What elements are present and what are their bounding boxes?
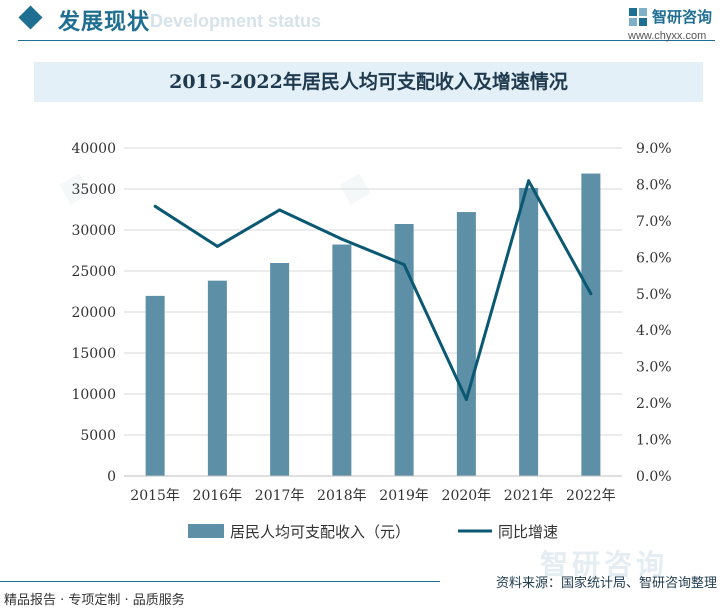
y-left-tick-label: 25000 — [71, 264, 116, 280]
growth-point — [402, 263, 406, 267]
y-left-tick-label: 20000 — [71, 305, 116, 321]
y-left-tick-label: 40000 — [71, 141, 116, 157]
bar — [270, 263, 290, 476]
y-left-tick-label: 5000 — [80, 428, 116, 444]
header: 发展现状 Development status 智研咨询 www.chyxx.c… — [0, 0, 725, 50]
y-right-tick-label: 9.0% — [636, 141, 672, 157]
header-divider — [18, 40, 715, 41]
y-right-tick-label: 1.0% — [636, 433, 672, 449]
growth-point — [527, 179, 531, 183]
bar — [145, 295, 165, 476]
axes: 0 5000 10000 15000 20000 25000 30000 35000 40000… — [71, 141, 671, 504]
section-title: 发展现状 — [58, 10, 151, 35]
legend-bar-label: 居民人均可支配收入（元） — [230, 523, 410, 541]
y-right-tick-label: 7.0% — [636, 214, 672, 230]
chart-title-bar: 2015-2022年居民人均可支配收入及增速情况 — [34, 62, 703, 102]
brand-url[interactable]: www.chyxx.com — [628, 30, 707, 42]
y-right-tick-label: 4.0% — [636, 323, 672, 339]
x-tick-label: 2018年 — [317, 488, 367, 504]
growth-point — [215, 244, 219, 248]
x-tick-label: 2021年 — [504, 488, 554, 504]
data-source: 资料来源：国家统计局、智研咨询整理 — [495, 576, 717, 591]
bar — [581, 173, 601, 477]
growth-line — [154, 179, 593, 401]
bar — [394, 223, 414, 476]
footer-tagline: 精品报告 · 专项定制 · 品质服务 — [4, 593, 185, 608]
y-left-tick-label: 0 — [107, 469, 116, 485]
x-tick-label: 2022年 — [566, 488, 616, 504]
legend: 居民人均可支配收入（元） 同比增速 — [188, 523, 558, 541]
chart-title: 2015-2022年居民人均可支配收入及增速情况 — [169, 71, 568, 93]
y-right-tick-label: 6.0% — [636, 250, 672, 266]
x-tick-label: 2015年 — [130, 488, 180, 504]
y-right-tick-label: 0.0% — [636, 469, 672, 485]
y-left-tick-label: 15000 — [71, 346, 116, 362]
growth-point — [589, 292, 593, 296]
growth-point — [278, 208, 282, 212]
growth-point — [340, 237, 344, 241]
legend-bar-swatch — [188, 524, 224, 538]
x-tick-label: 2019年 — [379, 488, 429, 504]
y-right-tick-label: 2.0% — [636, 396, 672, 412]
brand-name: 智研咨询 — [652, 8, 713, 26]
line-series — [153, 179, 593, 401]
section-subtitle: Development status — [150, 11, 322, 31]
growth-point — [153, 204, 157, 208]
grid-lines — [124, 147, 622, 477]
bar — [207, 280, 227, 476]
y-right-tick-label: 8.0% — [636, 177, 672, 193]
x-tick-label: 2016年 — [193, 488, 243, 504]
x-tick-label: 2020年 — [442, 488, 492, 504]
legend-line-label: 同比增速 — [498, 523, 558, 541]
y-right-tick-label: 5.0% — [636, 287, 672, 303]
x-tick-label: 2017年 — [255, 488, 305, 504]
y-right-tick-label: 3.0% — [636, 360, 672, 376]
bar — [332, 244, 352, 476]
brand-logo-icon — [629, 8, 647, 26]
bar-series — [145, 173, 601, 477]
watermark-brand: 智研咨询 — [540, 548, 669, 581]
y-left-tick-label: 35000 — [71, 182, 116, 198]
y-left-tick-label: 30000 — [71, 223, 116, 239]
footer-divider — [0, 581, 440, 582]
bar — [519, 187, 539, 477]
bar — [456, 212, 476, 476]
growth-point — [464, 397, 468, 401]
y-left-tick-label: 10000 — [71, 387, 116, 403]
